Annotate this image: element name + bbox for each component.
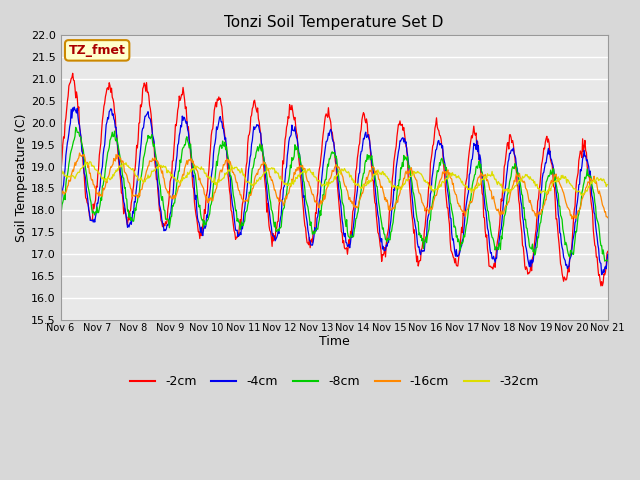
-32cm <box>578 192 586 198</box>
-4cm <box>208 168 216 174</box>
-8cm <box>124 208 131 214</box>
-16cm <box>76 150 83 156</box>
-16cm <box>604 215 612 221</box>
-8cm <box>179 145 187 151</box>
-4cm <box>604 252 612 257</box>
Line: -8cm: -8cm <box>61 127 608 261</box>
-32cm <box>86 159 94 165</box>
-16cm <box>417 196 425 202</box>
-32cm <box>417 171 425 177</box>
-2cm <box>417 247 425 252</box>
-32cm <box>208 179 216 185</box>
-2cm <box>208 128 216 133</box>
-16cm <box>179 171 187 177</box>
-2cm <box>69 71 77 76</box>
-16cm <box>67 178 74 184</box>
-4cm <box>67 120 74 126</box>
-2cm <box>57 168 65 174</box>
-32cm <box>179 174 187 180</box>
-16cm <box>568 216 576 222</box>
-8cm <box>72 124 79 130</box>
-2cm <box>401 137 409 143</box>
-2cm <box>179 84 187 90</box>
-32cm <box>67 173 74 179</box>
-32cm <box>401 180 409 186</box>
Line: -16cm: -16cm <box>61 153 608 219</box>
-8cm <box>604 258 612 264</box>
-4cm <box>124 224 131 230</box>
-8cm <box>401 154 409 160</box>
-8cm <box>208 197 216 203</box>
-4cm <box>401 141 409 146</box>
-2cm <box>124 222 131 228</box>
-16cm <box>124 176 131 181</box>
-16cm <box>401 170 409 176</box>
-8cm <box>67 151 74 156</box>
-32cm <box>124 163 131 169</box>
-32cm <box>604 181 612 187</box>
Line: -4cm: -4cm <box>61 107 608 275</box>
Line: -32cm: -32cm <box>61 162 608 195</box>
-4cm <box>598 272 605 277</box>
-8cm <box>601 258 609 264</box>
-16cm <box>57 190 65 195</box>
-2cm <box>597 283 605 289</box>
Title: Tonzi Soil Temperature Set D: Tonzi Soil Temperature Set D <box>225 15 444 30</box>
Legend: -2cm, -4cm, -8cm, -16cm, -32cm: -2cm, -4cm, -8cm, -16cm, -32cm <box>125 370 543 393</box>
Line: -2cm: -2cm <box>61 73 608 286</box>
-2cm <box>604 249 612 254</box>
-2cm <box>67 79 74 85</box>
Y-axis label: Soil Temperature (C): Soil Temperature (C) <box>15 113 28 242</box>
-16cm <box>208 197 216 203</box>
-4cm <box>57 203 65 209</box>
Text: TZ_fmet: TZ_fmet <box>68 44 125 57</box>
-8cm <box>417 232 425 238</box>
X-axis label: Time: Time <box>319 336 349 348</box>
-8cm <box>57 208 65 214</box>
-4cm <box>70 104 78 110</box>
-4cm <box>179 118 187 123</box>
-32cm <box>57 168 65 173</box>
-4cm <box>417 247 425 253</box>
